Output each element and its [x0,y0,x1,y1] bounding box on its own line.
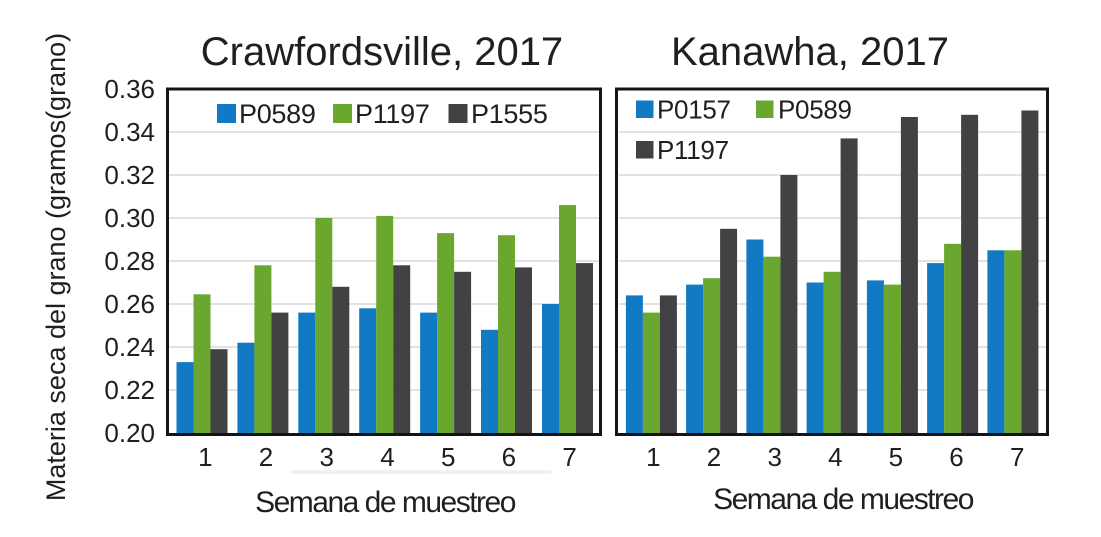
svg-text:6: 6 [502,442,516,472]
svg-text:0.26: 0.26 [104,289,155,319]
svg-text:0.32: 0.32 [104,160,155,190]
svg-text:P0589: P0589 [239,99,316,129]
svg-text:0.28: 0.28 [104,246,155,276]
svg-text:P1197: P1197 [657,135,729,165]
svg-text:0.24: 0.24 [104,332,155,362]
svg-text:1: 1 [646,442,660,472]
svg-text:Semana de muestreo: Semana de muestreo [255,486,516,519]
svg-text:2: 2 [259,442,273,472]
svg-text:Semana de muestreo: Semana de muestreo [713,483,974,516]
svg-text:P0589: P0589 [778,95,852,125]
svg-text:Materia seca del grano (gramos: Materia seca del grano (gramos(grano) [41,33,71,501]
svg-text:3: 3 [319,442,333,472]
svg-text:Crawfordsville, 2017: Crawfordsville, 2017 [201,30,563,74]
svg-text:4: 4 [828,442,842,472]
svg-text:0.22: 0.22 [104,375,155,405]
svg-text:0.30: 0.30 [104,203,155,233]
svg-text:3: 3 [767,442,781,472]
svg-text:P0157: P0157 [657,95,731,125]
svg-text:1: 1 [198,442,212,472]
svg-text:6: 6 [949,442,963,472]
svg-text:0.34: 0.34 [104,117,155,147]
svg-text:0.36: 0.36 [104,74,155,104]
svg-text:2: 2 [707,442,721,472]
svg-text:7: 7 [1010,442,1024,472]
svg-text:5: 5 [889,442,903,472]
svg-text:P1555: P1555 [471,99,548,129]
svg-text:P1197: P1197 [355,99,430,129]
svg-text:Kanawha, 2017: Kanawha, 2017 [671,30,949,74]
svg-text:7: 7 [562,442,576,472]
svg-text:5: 5 [441,442,455,472]
svg-text:4: 4 [380,442,394,472]
svg-text:0.20: 0.20 [104,418,155,448]
